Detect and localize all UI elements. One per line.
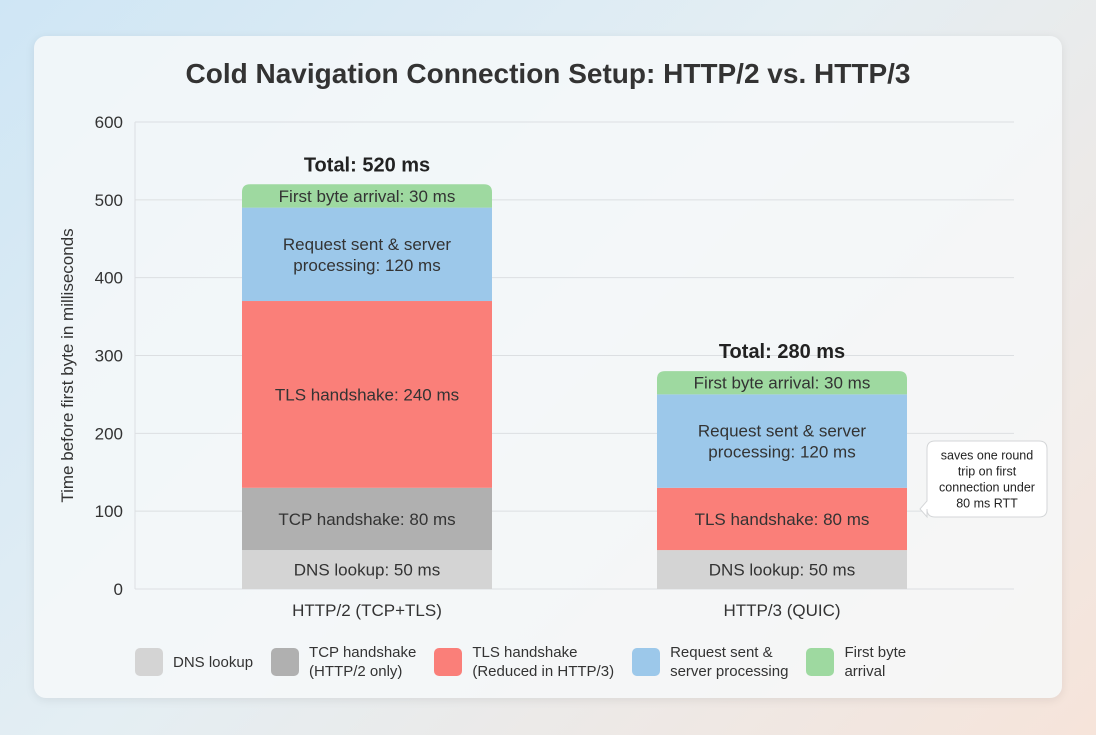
- legend-label: TCP handshake (HTTP/2 only): [309, 644, 417, 680]
- y-axis-label: Time before first byte in milliseconds: [58, 228, 77, 502]
- legend-swatch: [271, 648, 300, 676]
- legend-item: TCP handshake (HTTP/2 only): [271, 643, 416, 681]
- bar-segment: [657, 371, 907, 395]
- legend-item: First byte arrival: [806, 643, 906, 681]
- bar-segment-label: TLS handshake: 240 ms: [275, 385, 459, 404]
- y-tick-label: 300: [95, 347, 123, 366]
- legend-swatch: [434, 648, 463, 676]
- y-tick-label: 200: [95, 424, 123, 443]
- bar-segment-label: TCP handshake: 80 ms: [278, 510, 455, 529]
- bar-segment-label: DNS lookup: 50 ms: [709, 560, 855, 579]
- x-category-label: HTTP/2 (TCP+TLS): [292, 601, 442, 620]
- y-tick-label: 600: [95, 113, 123, 132]
- legend-label: DNS lookup: [173, 653, 254, 671]
- legend-item: DNS lookup: [135, 648, 253, 676]
- bar-segment: [657, 550, 907, 589]
- bar-segment-label: DNS lookup: 50 ms: [294, 560, 440, 579]
- bar-segment-label: First byte arrival: 30 ms: [694, 374, 871, 393]
- legend-swatch: [632, 648, 661, 676]
- x-category-label: HTTP/3 (QUIC): [723, 601, 840, 620]
- bar-segment: [242, 301, 492, 488]
- y-tick-label: 400: [95, 269, 123, 288]
- chart-title: Cold Navigation Connection Setup: HTTP/2…: [185, 58, 911, 89]
- annotation-callout: [919, 440, 1048, 519]
- bar-segment: [242, 550, 492, 589]
- bar-segment: [242, 207, 492, 302]
- y-tick-label: 500: [95, 191, 123, 210]
- bar-segment-label: Request sent & server processing: 120 ms: [283, 235, 452, 275]
- legend-swatch: [806, 648, 835, 676]
- bar-segment: [242, 487, 492, 551]
- legend-swatch: [135, 648, 163, 676]
- y-tick-label: 100: [95, 502, 123, 521]
- bar-segment: [242, 184, 492, 208]
- chart-legend: DNS lookup TCP handshake (HTTP/2 only) TLS…: [135, 642, 924, 682]
- legend-item: Request sent & server processing: [632, 643, 788, 681]
- y-tick-label: 0: [114, 580, 123, 599]
- annotation-text: saves one round trip on first connection u…: [939, 448, 1035, 510]
- bar-segment-label: Request sent & server processing: 120 ms: [698, 422, 867, 462]
- bar-segment: [657, 487, 907, 551]
- legend-label: Request sent & server processing: [670, 644, 789, 680]
- legend-label: First byte arrival: [844, 644, 907, 680]
- legend-label: TLS handshake (Reduced in HTTP/3): [472, 644, 615, 680]
- bar-total-label: Total: 280 ms: [719, 341, 845, 363]
- bar-segment-label: First byte arrival: 30 ms: [279, 187, 456, 206]
- legend-item: TLS handshake (Reduced in HTTP/3): [434, 643, 614, 681]
- bar-segment: [657, 394, 907, 488]
- bar-total-label: Total: 520 ms: [304, 154, 430, 176]
- bar-segment-label: TLS handshake: 80 ms: [695, 510, 870, 529]
